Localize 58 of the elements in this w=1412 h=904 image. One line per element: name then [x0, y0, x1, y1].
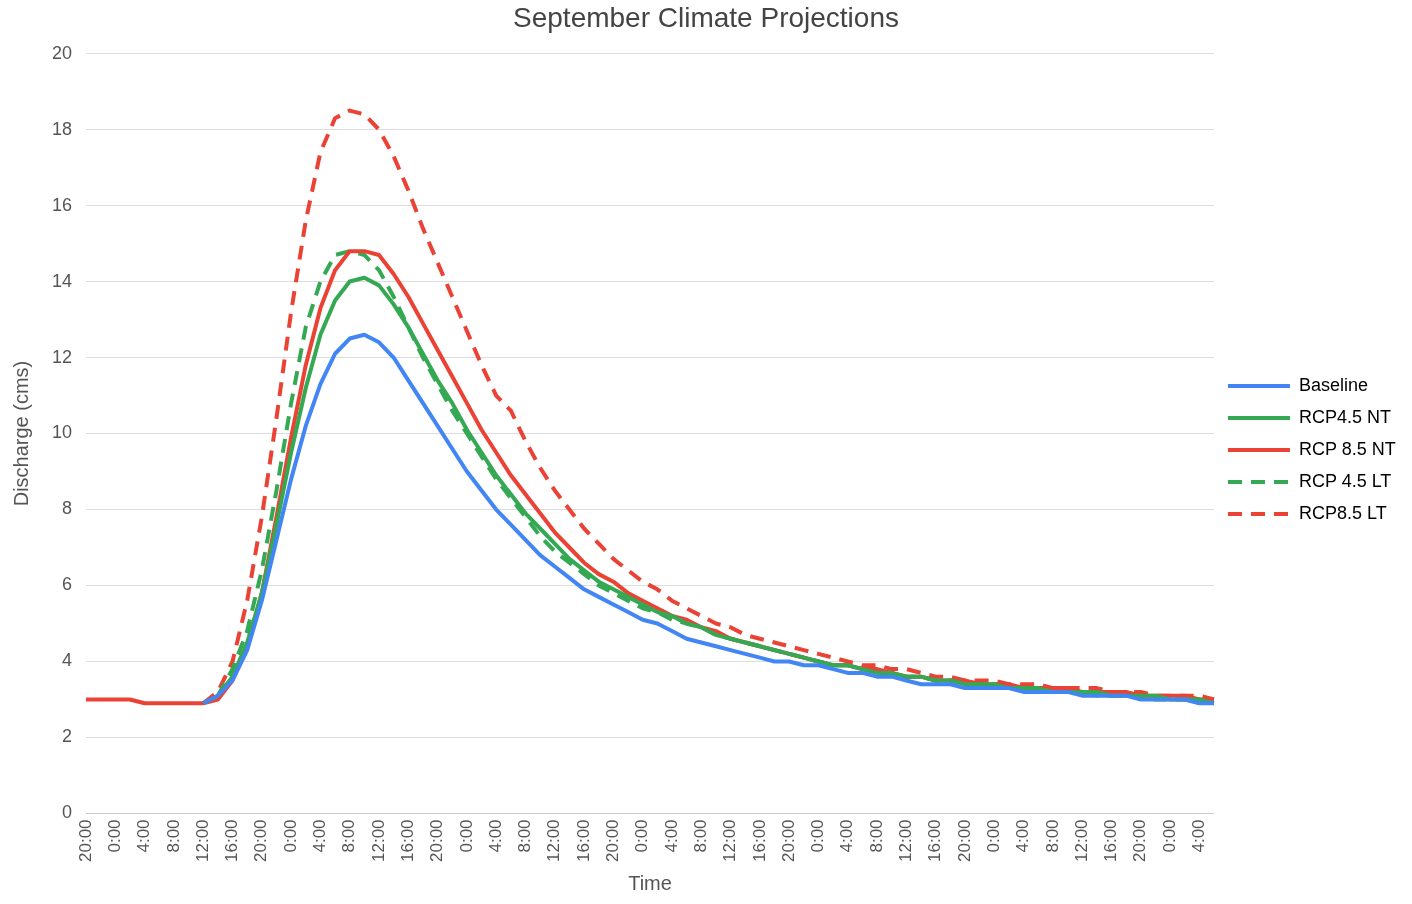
- x-tick-label: 20:00: [954, 819, 974, 863]
- x-tick-label: 20:00: [1130, 819, 1150, 863]
- y-tick-label: 16: [51, 194, 73, 215]
- x-tick-label: 20:00: [427, 819, 447, 863]
- x-tick-label: 8:00: [515, 819, 535, 853]
- x-tick-label: 0:00: [1159, 819, 1179, 853]
- y-tick-label: 10: [51, 422, 73, 443]
- legend-label: RCP8.5 LT: [1298, 502, 1387, 523]
- x-tick-label: 20:00: [251, 819, 271, 863]
- x-tick-label: 8:00: [339, 819, 359, 853]
- y-tick-label: 12: [51, 346, 73, 367]
- y-tick-label: 20: [51, 42, 73, 63]
- x-tick-label: 0:00: [280, 819, 300, 853]
- x-tick-label: 16:00: [222, 819, 242, 863]
- y-tick-label: 18: [51, 118, 73, 139]
- x-tick-label: 20:00: [778, 819, 798, 863]
- y-tick-label: 0: [62, 802, 73, 823]
- legend-label: RCP4.5 NT: [1298, 406, 1392, 427]
- x-tick-label: 12:00: [720, 819, 740, 863]
- x-tick-label: 8:00: [163, 819, 183, 853]
- y-axis-title: Discharge (cms): [9, 360, 32, 507]
- legend-label: Baseline: [1298, 374, 1369, 395]
- y-tick-label: 8: [62, 498, 73, 519]
- x-tick-label: 16:00: [925, 819, 945, 863]
- x-tick-label: 4:00: [134, 819, 154, 853]
- x-tick-label: 4:00: [1189, 819, 1209, 853]
- x-tick-label: 20:00: [603, 819, 623, 863]
- x-tick-label: 12:00: [1071, 819, 1091, 863]
- y-tick-label: 6: [62, 574, 73, 595]
- x-tick-label: 12:00: [896, 819, 916, 863]
- x-tick-label: 0:00: [105, 819, 125, 853]
- x-tick-label: 0:00: [808, 819, 828, 853]
- x-tick-label: 20:00: [75, 819, 95, 863]
- x-tick-label: 12:00: [368, 819, 388, 863]
- x-tick-label: 4:00: [310, 819, 330, 853]
- x-tick-label: 4:00: [837, 819, 857, 853]
- x-tick-label: 12:00: [544, 819, 564, 863]
- y-tick-label: 2: [62, 726, 73, 747]
- y-tick-label: 4: [62, 650, 73, 671]
- x-tick-label: 0:00: [456, 819, 476, 853]
- chart-title: September Climate Projections: [513, 1, 899, 33]
- x-tick-label: 16:00: [749, 819, 769, 863]
- legend-label: RCP 4.5 LT: [1298, 470, 1392, 491]
- x-tick-label: 16:00: [573, 819, 593, 863]
- x-tick-label: 8:00: [690, 819, 710, 853]
- x-tick-label: 4:00: [1013, 819, 1033, 853]
- x-tick-label: 12:00: [192, 819, 212, 863]
- x-tick-label: 8:00: [866, 819, 886, 853]
- x-tick-label: 4:00: [485, 819, 505, 853]
- x-tick-label: 16:00: [397, 819, 417, 863]
- x-tick-label: 4:00: [661, 819, 681, 853]
- legend-label: RCP 8.5 NT: [1298, 438, 1396, 459]
- y-tick-label: 14: [51, 270, 73, 291]
- x-tick-label: 0:00: [983, 819, 1003, 853]
- x-axis-title: Time: [628, 871, 672, 894]
- x-tick-label: 8:00: [1042, 819, 1062, 853]
- x-tick-label: 0:00: [632, 819, 652, 853]
- x-tick-label: 16:00: [1101, 819, 1121, 863]
